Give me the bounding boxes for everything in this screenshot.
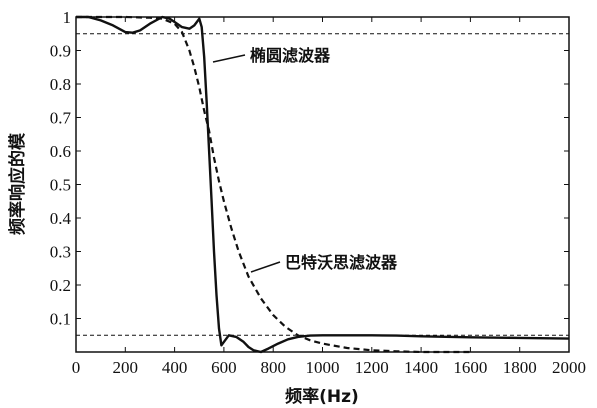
y-axis-label: 频率响应的模 (7, 132, 28, 235)
y-tick-label: 0.5 (50, 176, 71, 195)
y-tick-label: 0.9 (50, 42, 71, 61)
x-tick-label: 1800 (503, 358, 537, 377)
y-tick-label: 0.2 (50, 276, 71, 295)
x-tick-label: 1200 (355, 358, 389, 377)
plot-frame (75, 16, 570, 353)
x-axis-label: 频率(Hz) (285, 386, 359, 407)
y-tick-label: 0.4 (50, 209, 72, 228)
y-tick-label: 0.6 (50, 142, 71, 161)
annotation-elliptic-leader (212, 54, 246, 63)
x-tick-label: 1000 (306, 358, 340, 377)
x-tick-label: 1600 (453, 358, 487, 377)
y-tick-label: 0.8 (50, 75, 71, 94)
x-tick-label: 2000 (552, 358, 586, 377)
annotation-elliptic-label: 椭圆滤波器 (250, 46, 331, 65)
series-line-1 (76, 15, 471, 354)
y-tick-label: 0.7 (50, 109, 72, 128)
y-tick-label: 1 (63, 8, 72, 27)
annotation-butterworth-leader (250, 261, 281, 273)
y-tick-label: 0.1 (50, 310, 71, 329)
annotation-elliptic: 椭圆滤波器 (212, 46, 331, 65)
x-tick-label: 200 (113, 358, 139, 377)
x-tick-label: 600 (211, 358, 237, 377)
annotation-butterworth: 巴特沃思滤波器 (250, 253, 398, 273)
series-line-0 (76, 15, 570, 354)
x-tick-label: 400 (162, 358, 188, 377)
annotation-butterworth-label: 巴特沃思滤波器 (285, 253, 398, 272)
x-tick-label: 800 (260, 358, 286, 377)
x-tick-label: 0 (72, 358, 81, 377)
x-tick-label: 1400 (404, 358, 438, 377)
y-tick-label: 0.3 (50, 243, 71, 262)
